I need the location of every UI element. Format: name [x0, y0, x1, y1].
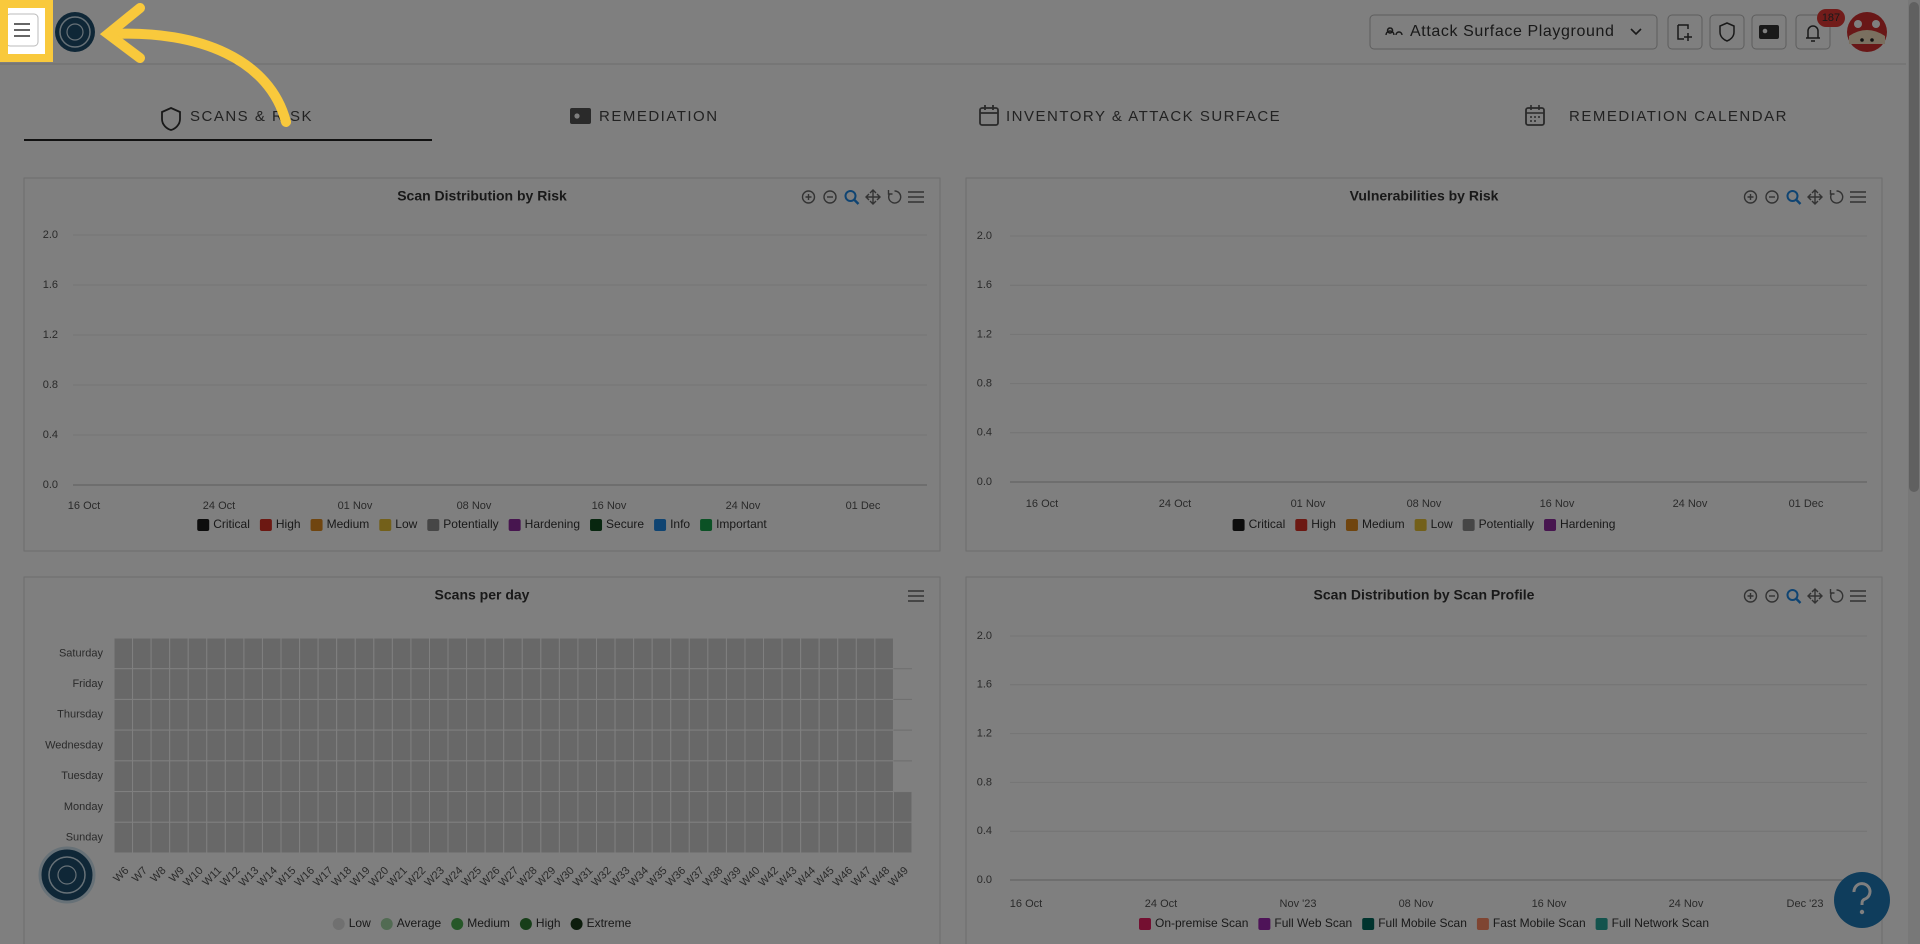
highlight-box — [0, 0, 53, 62]
pointer-arrow — [99, 3, 291, 127]
menu-button[interactable] — [5, 13, 39, 47]
